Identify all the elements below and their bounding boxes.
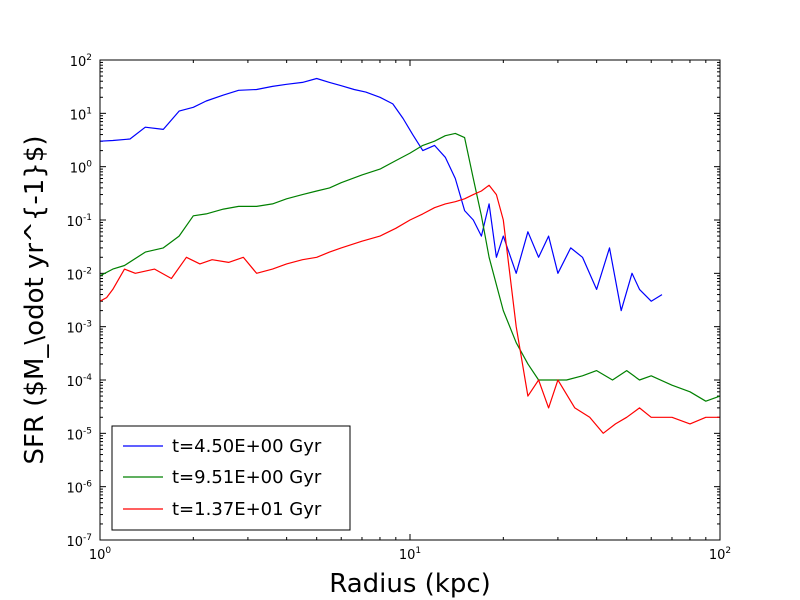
y-tick-label: 10-4 <box>66 373 92 390</box>
plot-frame <box>99 59 721 541</box>
y-tick-label: 102 <box>70 53 92 70</box>
y-tick-exponent: -5 <box>83 426 92 436</box>
x-tick-exponent: 2 <box>725 546 731 556</box>
x-tick-label: 102 <box>709 546 731 563</box>
y-axis-title: SFR ($M_\odot yr^{-1}$) <box>20 136 50 465</box>
y-tick-label: 100 <box>70 160 93 177</box>
x-tick-label: 100 <box>89 546 112 563</box>
legend-label-2: t=9.51E+00 Gyr <box>172 467 322 488</box>
x-tick-exponent: 1 <box>415 546 421 556</box>
legend-box <box>111 425 351 531</box>
x-axis-title: Radius (kpc) <box>329 569 491 599</box>
y-tick-label: 10-5 <box>66 426 92 443</box>
y-tick-label: 10-1 <box>66 213 92 230</box>
y-tick-label: 10-6 <box>66 480 92 497</box>
series-line-3 <box>99 184 720 434</box>
y-tick-exponent: -6 <box>83 480 92 490</box>
y-tick-label: 101 <box>70 106 92 123</box>
y-tick-label: 10-3 <box>66 320 92 337</box>
legend: t=4.50E+00 Gyr t=9.51E+00 Gyr t=1.37E+01… <box>111 425 351 531</box>
y-tick-exponent: -3 <box>83 320 92 330</box>
legend-label-1: t=4.50E+00 Gyr <box>172 436 322 457</box>
x-tick-exponent: 0 <box>105 546 111 556</box>
series-layer <box>99 77 721 434</box>
y-tick-exponent: -4 <box>83 373 92 383</box>
series-line-1 <box>99 77 663 312</box>
y-tick-exponent: 2 <box>86 53 92 63</box>
y-tick-exponent: 1 <box>86 106 92 116</box>
y-tick-label: 10-2 <box>66 266 92 283</box>
y-tick-exponent: -1 <box>83 213 92 223</box>
series-line-2 <box>99 132 721 402</box>
y-tick-exponent: -7 <box>83 533 92 543</box>
y-tick-exponent: -2 <box>83 266 92 276</box>
legend-label-3: t=1.37E+01 Gyr <box>172 499 322 520</box>
y-tick-exponent: 0 <box>86 160 92 170</box>
x-tick-label: 101 <box>399 546 421 563</box>
